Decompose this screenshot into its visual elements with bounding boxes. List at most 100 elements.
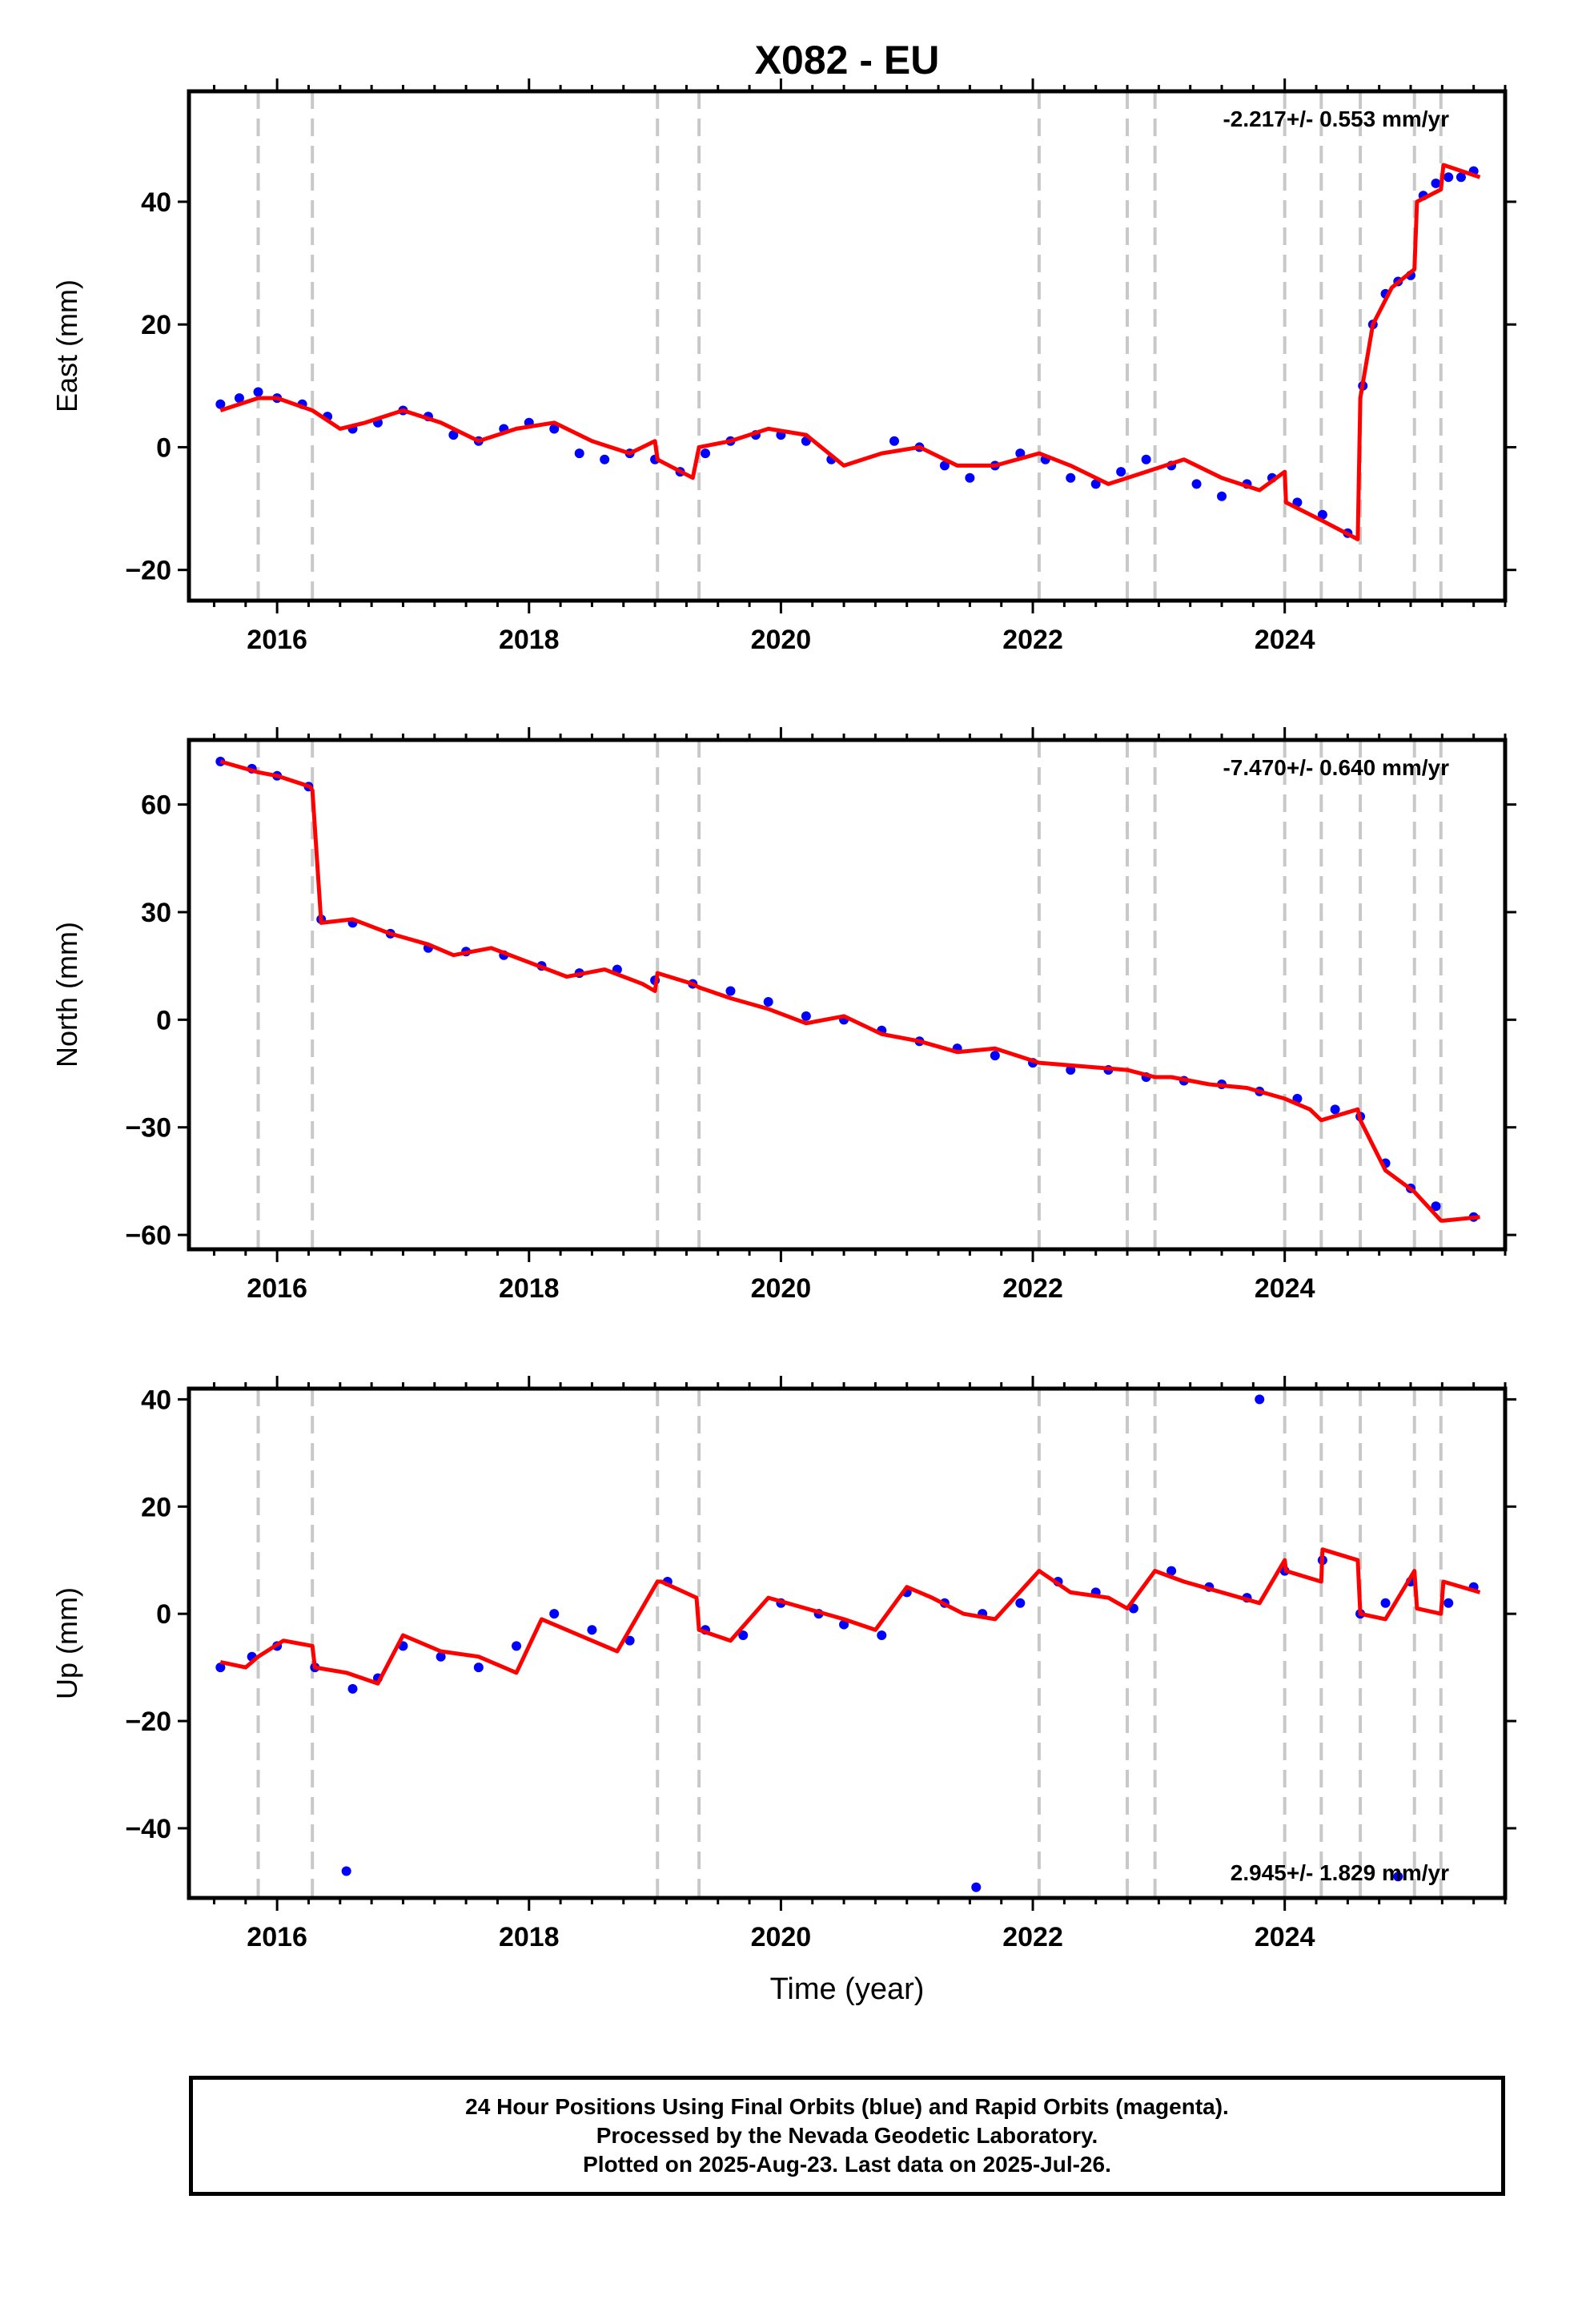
data-point-east-20 (701, 448, 711, 459)
data-point-north-22 (990, 1051, 1000, 1061)
panel-up: −40 −20 0 20 40 2016 2018 2020 2022 2024 Up (mm) 2.… (50, 1376, 1516, 2006)
ytick-label-east-1: 0 (156, 432, 171, 463)
ytick-label-up-4: 40 (141, 1385, 171, 1415)
data-point-up-38 (971, 1882, 982, 1892)
xtick-label-east-3: 2022 (1002, 625, 1063, 655)
xlabel-up: Time (year) (770, 1972, 925, 2006)
xtick-label-up-1: 2018 (499, 1922, 560, 1952)
xtick-label-up-3: 2022 (1002, 1922, 1063, 1952)
data-point-up-10 (549, 1609, 560, 1619)
data-point-east-2 (253, 387, 263, 397)
plot-area-up (215, 1394, 1481, 1892)
xtick-label-north-1: 2018 (499, 1273, 560, 1304)
ytick-label-north-2: 0 (156, 1005, 171, 1035)
ylabel-up: Up (mm) (50, 1587, 83, 1699)
plot-area-north (215, 756, 1480, 1223)
data-point-up-18 (839, 1619, 849, 1630)
xtick-label-east-4: 2024 (1255, 625, 1315, 655)
xtick-label-north-0: 2016 (247, 1273, 307, 1304)
ytick-label-east-3: 40 (141, 187, 171, 218)
xtick-label-up-4: 2024 (1255, 1922, 1315, 1952)
data-point-up-4 (347, 1683, 358, 1694)
xtick-label-east-2: 2020 (751, 625, 812, 655)
data-point-east-38 (1191, 479, 1202, 489)
data-point-up-15 (738, 1630, 749, 1640)
ytick-label-up-2: 0 (156, 1599, 171, 1630)
ylabel-east: East (mm) (50, 279, 83, 412)
data-point-east-39 (1217, 491, 1227, 501)
data-point-east-43 (1317, 509, 1327, 520)
data-point-east-0 (215, 399, 226, 409)
ytick-label-north-3: 30 (141, 898, 171, 928)
data-point-up-8 (473, 1663, 484, 1673)
frame-north (187, 738, 1508, 1252)
model-line-east (219, 163, 1481, 541)
data-point-east-1 (234, 393, 244, 404)
data-point-up-23 (1015, 1598, 1026, 1608)
xtick-label-north-2: 2020 (751, 1273, 812, 1304)
rate-label-east: -2.217+/- 0.553 mm/yr (1223, 107, 1449, 131)
ytick-label-north-4: 60 (141, 790, 171, 821)
model-line-north (219, 759, 1480, 1223)
ylabel-north: North (mm) (50, 922, 83, 1068)
data-point-up-39 (341, 1866, 351, 1876)
ytick-label-north-1: −30 (125, 1113, 171, 1144)
data-point-up-12 (624, 1635, 635, 1646)
data-point-east-10 (448, 430, 459, 440)
data-point-east-53 (1456, 172, 1466, 183)
caption-line-2: Processed by the Nevada Geodetic Laborat… (596, 2123, 1098, 2148)
rate-label-up: 2.945+/- 1.829 mm/yr (1231, 1860, 1449, 1885)
xtick-label-up-2: 2020 (751, 1922, 812, 1952)
caption-line-1: 24 Hour Positions Using Final Orbits (bl… (465, 2094, 1229, 2119)
data-point-north-15 (725, 986, 736, 996)
data-point-up-37 (1255, 1394, 1265, 1405)
xtick-label-north-4: 2024 (1255, 1273, 1315, 1304)
xtick-label-east-0: 2016 (247, 625, 307, 655)
data-point-east-35 (1116, 467, 1126, 477)
data-point-up-40 (1393, 1872, 1403, 1882)
chart-title: X082 - EU (755, 38, 940, 82)
data-point-north-35 (1431, 1201, 1441, 1212)
data-point-up-35 (1443, 1598, 1454, 1608)
data-point-east-26 (889, 436, 899, 446)
data-point-east-14 (549, 424, 560, 434)
data-point-up-27 (1166, 1566, 1177, 1576)
ytick-label-east-0: −20 (125, 556, 171, 586)
panel-north: −60 −30 0 30 60 2016 2018 2020 2022 2024 North (mm… (50, 727, 1516, 1304)
plot-area-east (215, 163, 1481, 541)
data-point-north-16 (763, 996, 773, 1007)
data-point-east-28 (939, 460, 950, 471)
caption-box: 24 Hour Positions Using Final Orbits (bl… (189, 2076, 1505, 2196)
xtick-label-up-0: 2016 (247, 1922, 307, 1952)
ytick-label-up-0: −40 (125, 1814, 171, 1844)
data-point-up-33 (1380, 1598, 1391, 1608)
ytick-label-east-2: 20 (141, 310, 171, 340)
data-point-up-11 (587, 1625, 597, 1635)
ytick-label-up-3: 20 (141, 1492, 171, 1522)
rate-label-north: -7.470+/- 0.640 mm/yr (1223, 755, 1449, 780)
data-point-east-51 (1431, 178, 1441, 188)
data-point-east-36 (1141, 454, 1151, 464)
data-point-up-19 (877, 1630, 887, 1640)
data-point-east-16 (600, 454, 610, 464)
frame-east (187, 89, 1508, 603)
data-point-east-33 (1066, 472, 1076, 483)
data-point-north-17 (801, 1011, 811, 1021)
frame-up (187, 1386, 1508, 1900)
data-point-east-52 (1443, 172, 1454, 183)
data-point-up-0 (215, 1663, 226, 1673)
data-point-east-29 (965, 472, 975, 483)
model-line-up (219, 1547, 1481, 1686)
data-point-east-34 (1090, 479, 1101, 489)
data-point-east-15 (574, 448, 584, 459)
data-point-up-7 (436, 1651, 446, 1662)
data-point-east-31 (1015, 448, 1026, 459)
ytick-label-north-0: −60 (125, 1220, 171, 1251)
data-point-north-31 (1330, 1104, 1340, 1115)
data-point-up-9 (512, 1641, 522, 1651)
panel-east: −20 0 20 40 2016 2018 2020 2022 2024 East (mm) -2.… (50, 38, 1516, 655)
ytick-label-up-1: −20 (125, 1707, 171, 1737)
caption-line-3: Plotted on 2025-Aug-23. Last data on 202… (583, 2152, 1111, 2177)
xtick-label-east-1: 2018 (499, 625, 560, 655)
